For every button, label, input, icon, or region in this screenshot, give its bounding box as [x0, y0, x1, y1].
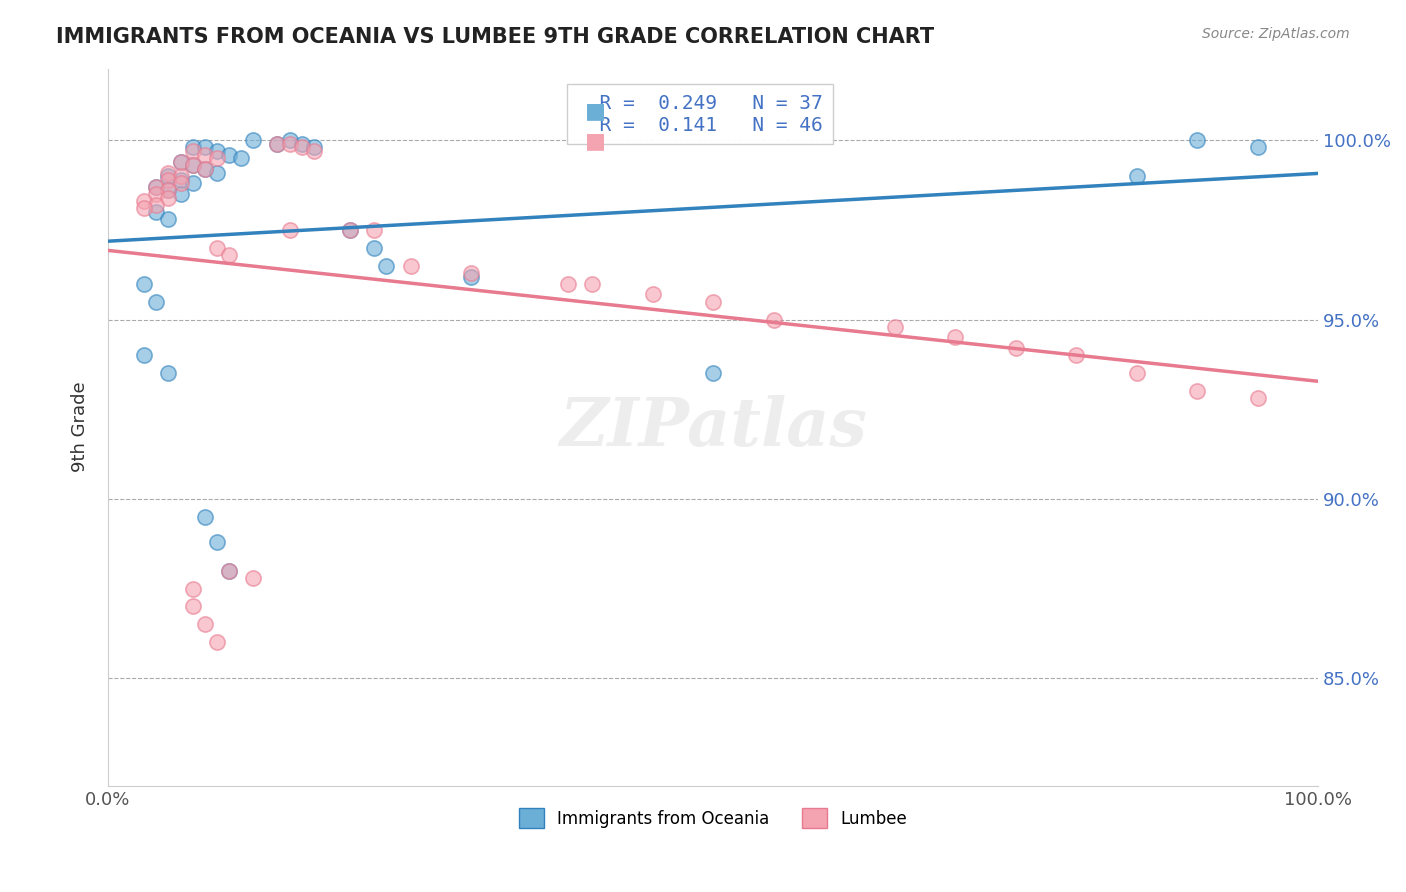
Point	[943, 330, 966, 344]
Point	[1246, 140, 1268, 154]
Point	[229, 151, 252, 165]
Point	[363, 241, 385, 255]
Point	[157, 184, 180, 198]
Point	[883, 319, 905, 334]
Point	[194, 509, 217, 524]
Point	[218, 248, 240, 262]
Point	[339, 223, 361, 237]
Point	[205, 165, 228, 179]
Point	[242, 571, 264, 585]
Point	[169, 169, 191, 183]
Point	[242, 133, 264, 147]
Point	[1185, 384, 1208, 399]
Text: Source: ZipAtlas.com: Source: ZipAtlas.com	[1202, 27, 1350, 41]
Point	[302, 140, 325, 154]
Point	[291, 140, 314, 154]
Point	[134, 202, 156, 216]
Point	[169, 176, 191, 190]
Point	[557, 277, 579, 291]
Point	[169, 154, 191, 169]
Point	[194, 161, 217, 176]
Point	[399, 259, 422, 273]
Point	[762, 312, 785, 326]
Point	[157, 212, 180, 227]
Text: IMMIGRANTS FROM OCEANIA VS LUMBEE 9TH GRADE CORRELATION CHART: IMMIGRANTS FROM OCEANIA VS LUMBEE 9TH GR…	[56, 27, 935, 46]
Point	[1125, 367, 1147, 381]
Point	[278, 133, 301, 147]
Text: ZIPatlas: ZIPatlas	[560, 394, 868, 459]
Point	[145, 187, 167, 202]
Point	[205, 535, 228, 549]
Point	[134, 277, 156, 291]
Text: ■: ■	[585, 131, 606, 151]
Point	[302, 144, 325, 158]
Point	[460, 269, 482, 284]
Point	[145, 179, 167, 194]
Point	[291, 136, 314, 151]
Point	[218, 564, 240, 578]
Point	[157, 165, 180, 179]
Point	[181, 158, 204, 172]
Point	[278, 136, 301, 151]
Point	[157, 367, 180, 381]
Point	[702, 367, 724, 381]
Point	[266, 136, 288, 151]
Point	[157, 191, 180, 205]
Point	[278, 223, 301, 237]
Point	[1064, 348, 1087, 362]
Point	[169, 187, 191, 202]
Point	[205, 635, 228, 649]
Point	[181, 158, 204, 172]
Point	[145, 198, 167, 212]
Point	[205, 241, 228, 255]
Point	[218, 564, 240, 578]
Point	[641, 287, 664, 301]
Point	[194, 161, 217, 176]
Point	[581, 277, 603, 291]
Point	[181, 599, 204, 614]
Point	[1004, 341, 1026, 355]
Point	[181, 176, 204, 190]
Text: R =  0.249   N = 37
  R =  0.141   N = 46: R = 0.249 N = 37 R = 0.141 N = 46	[576, 94, 823, 135]
Point	[363, 223, 385, 237]
Point	[169, 172, 191, 186]
Point	[218, 147, 240, 161]
Point	[145, 294, 167, 309]
Point	[205, 144, 228, 158]
Point	[1125, 169, 1147, 183]
Point	[134, 194, 156, 209]
Text: ■: ■	[585, 101, 606, 120]
Legend: Immigrants from Oceania, Lumbee: Immigrants from Oceania, Lumbee	[512, 801, 914, 835]
Point	[145, 205, 167, 219]
Point	[339, 223, 361, 237]
Point	[1246, 392, 1268, 406]
Point	[145, 179, 167, 194]
Point	[194, 140, 217, 154]
Point	[181, 582, 204, 596]
Point	[1185, 133, 1208, 147]
Y-axis label: 9th Grade: 9th Grade	[72, 382, 89, 473]
Point	[194, 147, 217, 161]
Point	[157, 172, 180, 186]
Point	[181, 144, 204, 158]
Point	[181, 140, 204, 154]
Point	[266, 136, 288, 151]
Point	[157, 169, 180, 183]
Point	[702, 294, 724, 309]
Point	[169, 154, 191, 169]
Point	[375, 259, 398, 273]
Point	[134, 348, 156, 362]
Point	[194, 617, 217, 632]
Point	[205, 151, 228, 165]
Point	[157, 184, 180, 198]
Point	[460, 266, 482, 280]
